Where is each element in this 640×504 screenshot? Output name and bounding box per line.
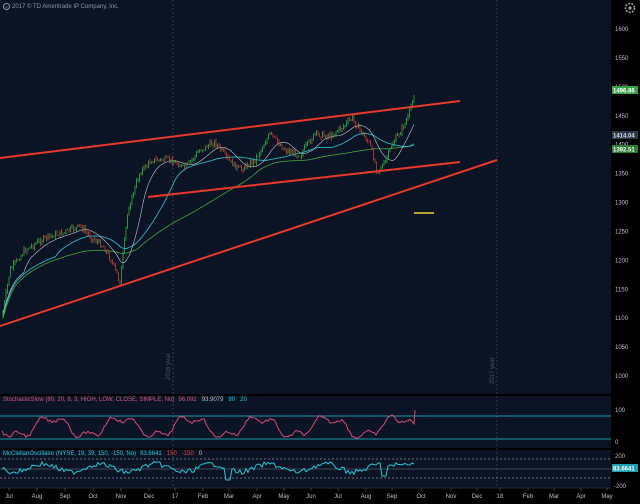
moving-average-fast bbox=[2, 124, 415, 313]
copyright-text: 2017 © TD Ameritrade IP Company, Inc. bbox=[12, 4, 119, 10]
moving-average-slow bbox=[2, 144, 415, 319]
time-axis-label: Aug bbox=[361, 494, 372, 500]
price-axis-label: 1600 bbox=[615, 27, 629, 33]
price-axis-label: 1550 bbox=[615, 56, 629, 62]
price-axis-label: 1150 bbox=[615, 287, 629, 293]
time-axis-label: Apr bbox=[252, 494, 261, 500]
year-marker-2017: 2017 year bbox=[490, 357, 496, 384]
moving-average-mid bbox=[2, 133, 415, 316]
price-axis-strip bbox=[611, 0, 640, 504]
time-axis-label: 18 bbox=[497, 494, 504, 500]
price-axis-label: 1250 bbox=[615, 229, 629, 235]
trendline-upper-channel[interactable] bbox=[0, 100, 461, 159]
mcclellan-line bbox=[1, 460, 415, 481]
time-axis-label: May bbox=[278, 494, 289, 500]
price-axis-label: 1450 bbox=[615, 114, 629, 120]
price-axis-label: 1200 bbox=[615, 258, 629, 264]
stochastic-header[interactable]: StochasticSlow (80, 20, 8, 3, HIGH, LOW,… bbox=[3, 397, 251, 403]
stochastic-level-low: 20 bbox=[240, 397, 247, 403]
price-badge-ma-label: 1414.04 bbox=[613, 134, 635, 140]
time-axis-label: Dec bbox=[472, 494, 483, 500]
mcclellan-header[interactable]: McClellanOscillator (NYSE, 19, 39, 150, … bbox=[3, 451, 206, 457]
time-axis-label: Jul bbox=[5, 494, 13, 500]
stochastic-level-high: 80 bbox=[228, 397, 236, 403]
trendline-long-support[interactable] bbox=[0, 159, 498, 327]
mcclellan-badge bbox=[612, 464, 638, 472]
stochastic-title: StochasticSlow (80, 20, 8, 3, HIGH, LOW,… bbox=[3, 397, 175, 403]
time-axis-label: Nov bbox=[446, 494, 457, 500]
price-badge-ma2-label: 1392.51 bbox=[613, 148, 635, 154]
stochastic-axis-0: 0 bbox=[615, 440, 619, 446]
price-axis-label: 1350 bbox=[615, 172, 629, 178]
price-panel bbox=[0, 0, 611, 394]
mcclellan-title: McClellanOscillator (NYSE, 19, 39, 150, … bbox=[3, 451, 137, 457]
price-axis-label: 1050 bbox=[615, 345, 629, 351]
moving-average-lines bbox=[2, 124, 415, 319]
copyright-notice: c 2017 © TD Ameritrade IP Company, Inc. bbox=[3, 3, 119, 10]
year-marker-2016: 2016 year bbox=[166, 353, 172, 380]
mcclellan-badge-label: 83.6641 bbox=[613, 467, 635, 473]
time-axis-label: Feb bbox=[198, 494, 209, 500]
mcclellan-upper: 150 bbox=[166, 451, 177, 457]
stochastic-axis-100: 100 bbox=[615, 408, 626, 414]
time-axis-label: May bbox=[601, 494, 612, 500]
price-badge-last-label: 1496.86 bbox=[613, 89, 635, 95]
mcclellan-axis-200: 200 bbox=[615, 454, 626, 460]
price-badge-last bbox=[612, 86, 638, 94]
gear-icon[interactable] bbox=[623, 1, 637, 15]
time-axis-label: Sep bbox=[387, 494, 398, 500]
price-badge-ma2 bbox=[612, 145, 638, 153]
time-axis-label: Sep bbox=[60, 494, 71, 500]
mcclellan-axis-minus200: -200 bbox=[614, 484, 627, 490]
time-axis-label: Jul bbox=[334, 494, 342, 500]
stochastic-line bbox=[1, 409, 416, 440]
mcclellan-lower: -150 bbox=[181, 451, 194, 457]
price-axis-label: 1000 bbox=[615, 374, 629, 380]
time-axis-label: Apr bbox=[576, 494, 585, 500]
stochastic-value-1: 96.092 bbox=[178, 397, 197, 403]
time-axis-label: Oct bbox=[416, 494, 426, 500]
time-axis-label: 17 bbox=[172, 494, 179, 500]
price-badge-ma bbox=[612, 131, 638, 139]
time-axis-label: Mar bbox=[224, 494, 234, 500]
time-axis-label: Oct bbox=[88, 494, 98, 500]
price-axis-label: 1300 bbox=[615, 201, 629, 207]
stochastic-value-2: 93.9079 bbox=[201, 397, 224, 403]
time-axis-label: Dec bbox=[144, 494, 155, 500]
mcclellan-zero: 0 bbox=[198, 451, 203, 457]
trendline-lower-channel[interactable] bbox=[147, 161, 461, 198]
stochastic-panel bbox=[0, 396, 611, 448]
time-axis: Jul Aug Sep Oct Nov Dec 17 Feb Mar Apr May Jun Jul Au… bbox=[5, 488, 613, 500]
time-axis-label: Jun bbox=[306, 494, 316, 500]
time-axis-label: Aug bbox=[32, 494, 43, 500]
time-axis-label: Feb bbox=[523, 494, 534, 500]
time-axis-label: Nov bbox=[116, 494, 127, 500]
copyright-icon: c bbox=[3, 3, 10, 10]
time-axis-label: Mar bbox=[549, 494, 559, 500]
price-axis-label: 1100 bbox=[615, 316, 629, 322]
mcclellan-value: 83.6641 bbox=[140, 451, 162, 457]
